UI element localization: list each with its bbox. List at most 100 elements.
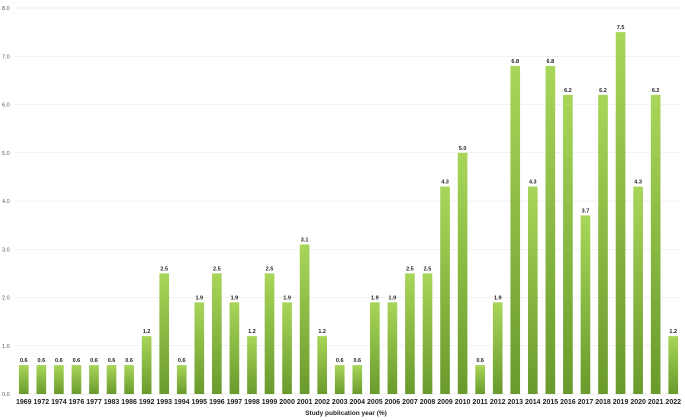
data-label-1993: 2.5	[160, 266, 168, 272]
data-label-1974: 0.6	[55, 358, 63, 364]
bar-2012	[492, 302, 503, 394]
bar-2011	[475, 365, 485, 394]
data-label-1976: 0.6	[73, 358, 81, 364]
data-label-1983: 0.6	[108, 358, 116, 364]
data-label-2002: 1.2	[318, 329, 326, 335]
bar-1974	[54, 365, 64, 394]
bar-2022	[668, 336, 679, 394]
data-label-1986: 0.6	[125, 358, 133, 364]
bar-1969	[18, 365, 29, 394]
bar-2004	[352, 365, 363, 394]
bar-1986	[124, 365, 134, 394]
x-tick-label-2003: 2003	[332, 399, 348, 406]
y-tick-label: 7.0	[2, 54, 10, 60]
data-label-1994: 0.6	[178, 358, 186, 364]
x-tick-label-2016: 2016	[560, 399, 576, 406]
bar-1972	[36, 365, 47, 394]
bar-2016	[563, 94, 573, 394]
data-label-1969: 0.6	[20, 358, 28, 364]
x-axis-ticks: 1969 1972 1974 1976 1977 1983 1986 1992 1993 1994…	[16, 399, 681, 406]
x-tick-label-2012: 2012	[490, 399, 506, 406]
data-label-2009: 4.3	[441, 180, 449, 186]
data-label-2015: 6.8	[547, 59, 555, 65]
data-label-2010: 5.0	[459, 146, 467, 152]
data-label-2007: 2.5	[406, 266, 414, 272]
x-tick-label-1983: 1983	[104, 399, 120, 406]
x-tick-label-1969: 1969	[16, 399, 32, 406]
x-tick-label-1976: 1976	[69, 399, 85, 406]
bar-2002	[317, 336, 327, 394]
x-tick-label-2000: 2000	[279, 399, 295, 406]
data-label-1997: 1.9	[231, 295, 239, 301]
bar-2013	[510, 65, 521, 395]
x-tick-label-2002: 2002	[314, 399, 330, 406]
data-label-1999: 2.5	[266, 266, 274, 272]
bar-2017	[580, 215, 591, 394]
data-labels: 0.6 0.6 0.6 0.6 0.6 0.6 0.6 1.2 2.5 0.6 1.9 2.5 1.9 1…	[20, 25, 677, 364]
x-tick-label-1998: 1998	[244, 399, 260, 406]
y-tick-label: 4.0	[2, 199, 10, 205]
y-tick-label: 2.0	[2, 296, 10, 302]
data-label-2004: 0.6	[353, 358, 361, 364]
y-tick-label: 6.0	[2, 103, 10, 109]
data-label-2012: 1.9	[494, 295, 502, 301]
y-tick-label: 3.0	[2, 247, 10, 253]
x-tick-label-2009: 2009	[437, 399, 453, 406]
data-label-2020: 4.3	[634, 180, 642, 186]
y-tick-label: 1.0	[2, 344, 10, 350]
y-tick-label: 5.0	[2, 151, 10, 157]
y-axis-ticks: 0.0 1.0 2.0 3.0 4.0 5.0 6.0 7.0 8.0	[2, 6, 10, 398]
x-tick-label-1999: 1999	[262, 399, 278, 406]
x-tick-label-1994: 1994	[174, 399, 190, 406]
bar-2015	[545, 65, 556, 395]
bar-2010	[457, 152, 468, 394]
data-label-1972: 0.6	[38, 358, 46, 364]
data-label-2000: 1.9	[283, 295, 291, 301]
bar-2019	[615, 32, 626, 394]
data-label-2014: 4.3	[529, 180, 537, 186]
data-label-1977: 0.6	[90, 358, 98, 364]
data-label-2006: 1.9	[389, 295, 397, 301]
bar-2001	[299, 244, 310, 394]
data-label-2001: 3.1	[301, 237, 309, 243]
x-tick-label-2007: 2007	[402, 399, 418, 406]
bar-1996	[212, 273, 222, 394]
bar-1983	[106, 365, 117, 394]
bar-2014	[527, 186, 538, 394]
bar-2020	[633, 186, 643, 394]
x-tick-label-1995: 1995	[192, 399, 208, 406]
data-label-1996: 2.5	[213, 266, 221, 272]
data-label-1998: 1.2	[248, 329, 256, 335]
data-label-2013: 6.8	[511, 59, 519, 65]
bar-2018	[598, 94, 608, 394]
data-label-1992: 1.2	[143, 329, 151, 335]
x-tick-label-1992: 1992	[139, 399, 155, 406]
x-tick-label-2021: 2021	[648, 399, 664, 406]
x-tick-label-2019: 2019	[613, 399, 629, 406]
data-label-2008: 2.5	[424, 266, 432, 272]
data-label-2016: 6.2	[564, 88, 572, 94]
bar-2021	[650, 94, 661, 394]
data-label-2003: 0.6	[336, 358, 344, 364]
y-tick-label: 0.0	[2, 392, 10, 398]
x-tick-label-2008: 2008	[420, 399, 436, 406]
data-label-2022: 1.2	[669, 329, 677, 335]
x-tick-label-1997: 1997	[227, 399, 243, 406]
bar-1992	[141, 336, 152, 394]
x-tick-label-1972: 1972	[34, 399, 50, 406]
x-tick-label-2017: 2017	[578, 399, 594, 406]
x-tick-label-2014: 2014	[525, 399, 541, 406]
data-label-2011: 0.6	[476, 358, 484, 364]
bar-2007	[405, 273, 415, 394]
x-tick-label-1996: 1996	[209, 399, 225, 406]
x-tick-label-1993: 1993	[156, 399, 172, 406]
x-tick-label-1986: 1986	[121, 399, 137, 406]
bar-1976	[71, 365, 82, 394]
x-tick-label-1974: 1974	[51, 399, 67, 406]
y-tick-label: 8.0	[2, 6, 10, 12]
bar-2008	[422, 273, 433, 394]
bars	[18, 32, 679, 395]
x-tick-label-2004: 2004	[349, 399, 365, 406]
x-tick-label-2020: 2020	[630, 399, 646, 406]
